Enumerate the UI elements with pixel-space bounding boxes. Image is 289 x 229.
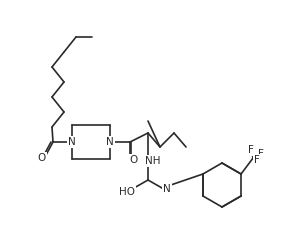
Text: F: F	[254, 155, 260, 165]
Text: O: O	[38, 153, 46, 163]
Text: F: F	[258, 149, 264, 159]
Text: N: N	[68, 137, 76, 147]
Text: N: N	[106, 137, 114, 147]
Text: N: N	[163, 184, 171, 194]
Text: F: F	[248, 145, 254, 155]
Text: NH: NH	[145, 156, 161, 166]
Text: HO: HO	[119, 187, 135, 197]
Text: O: O	[130, 155, 138, 165]
